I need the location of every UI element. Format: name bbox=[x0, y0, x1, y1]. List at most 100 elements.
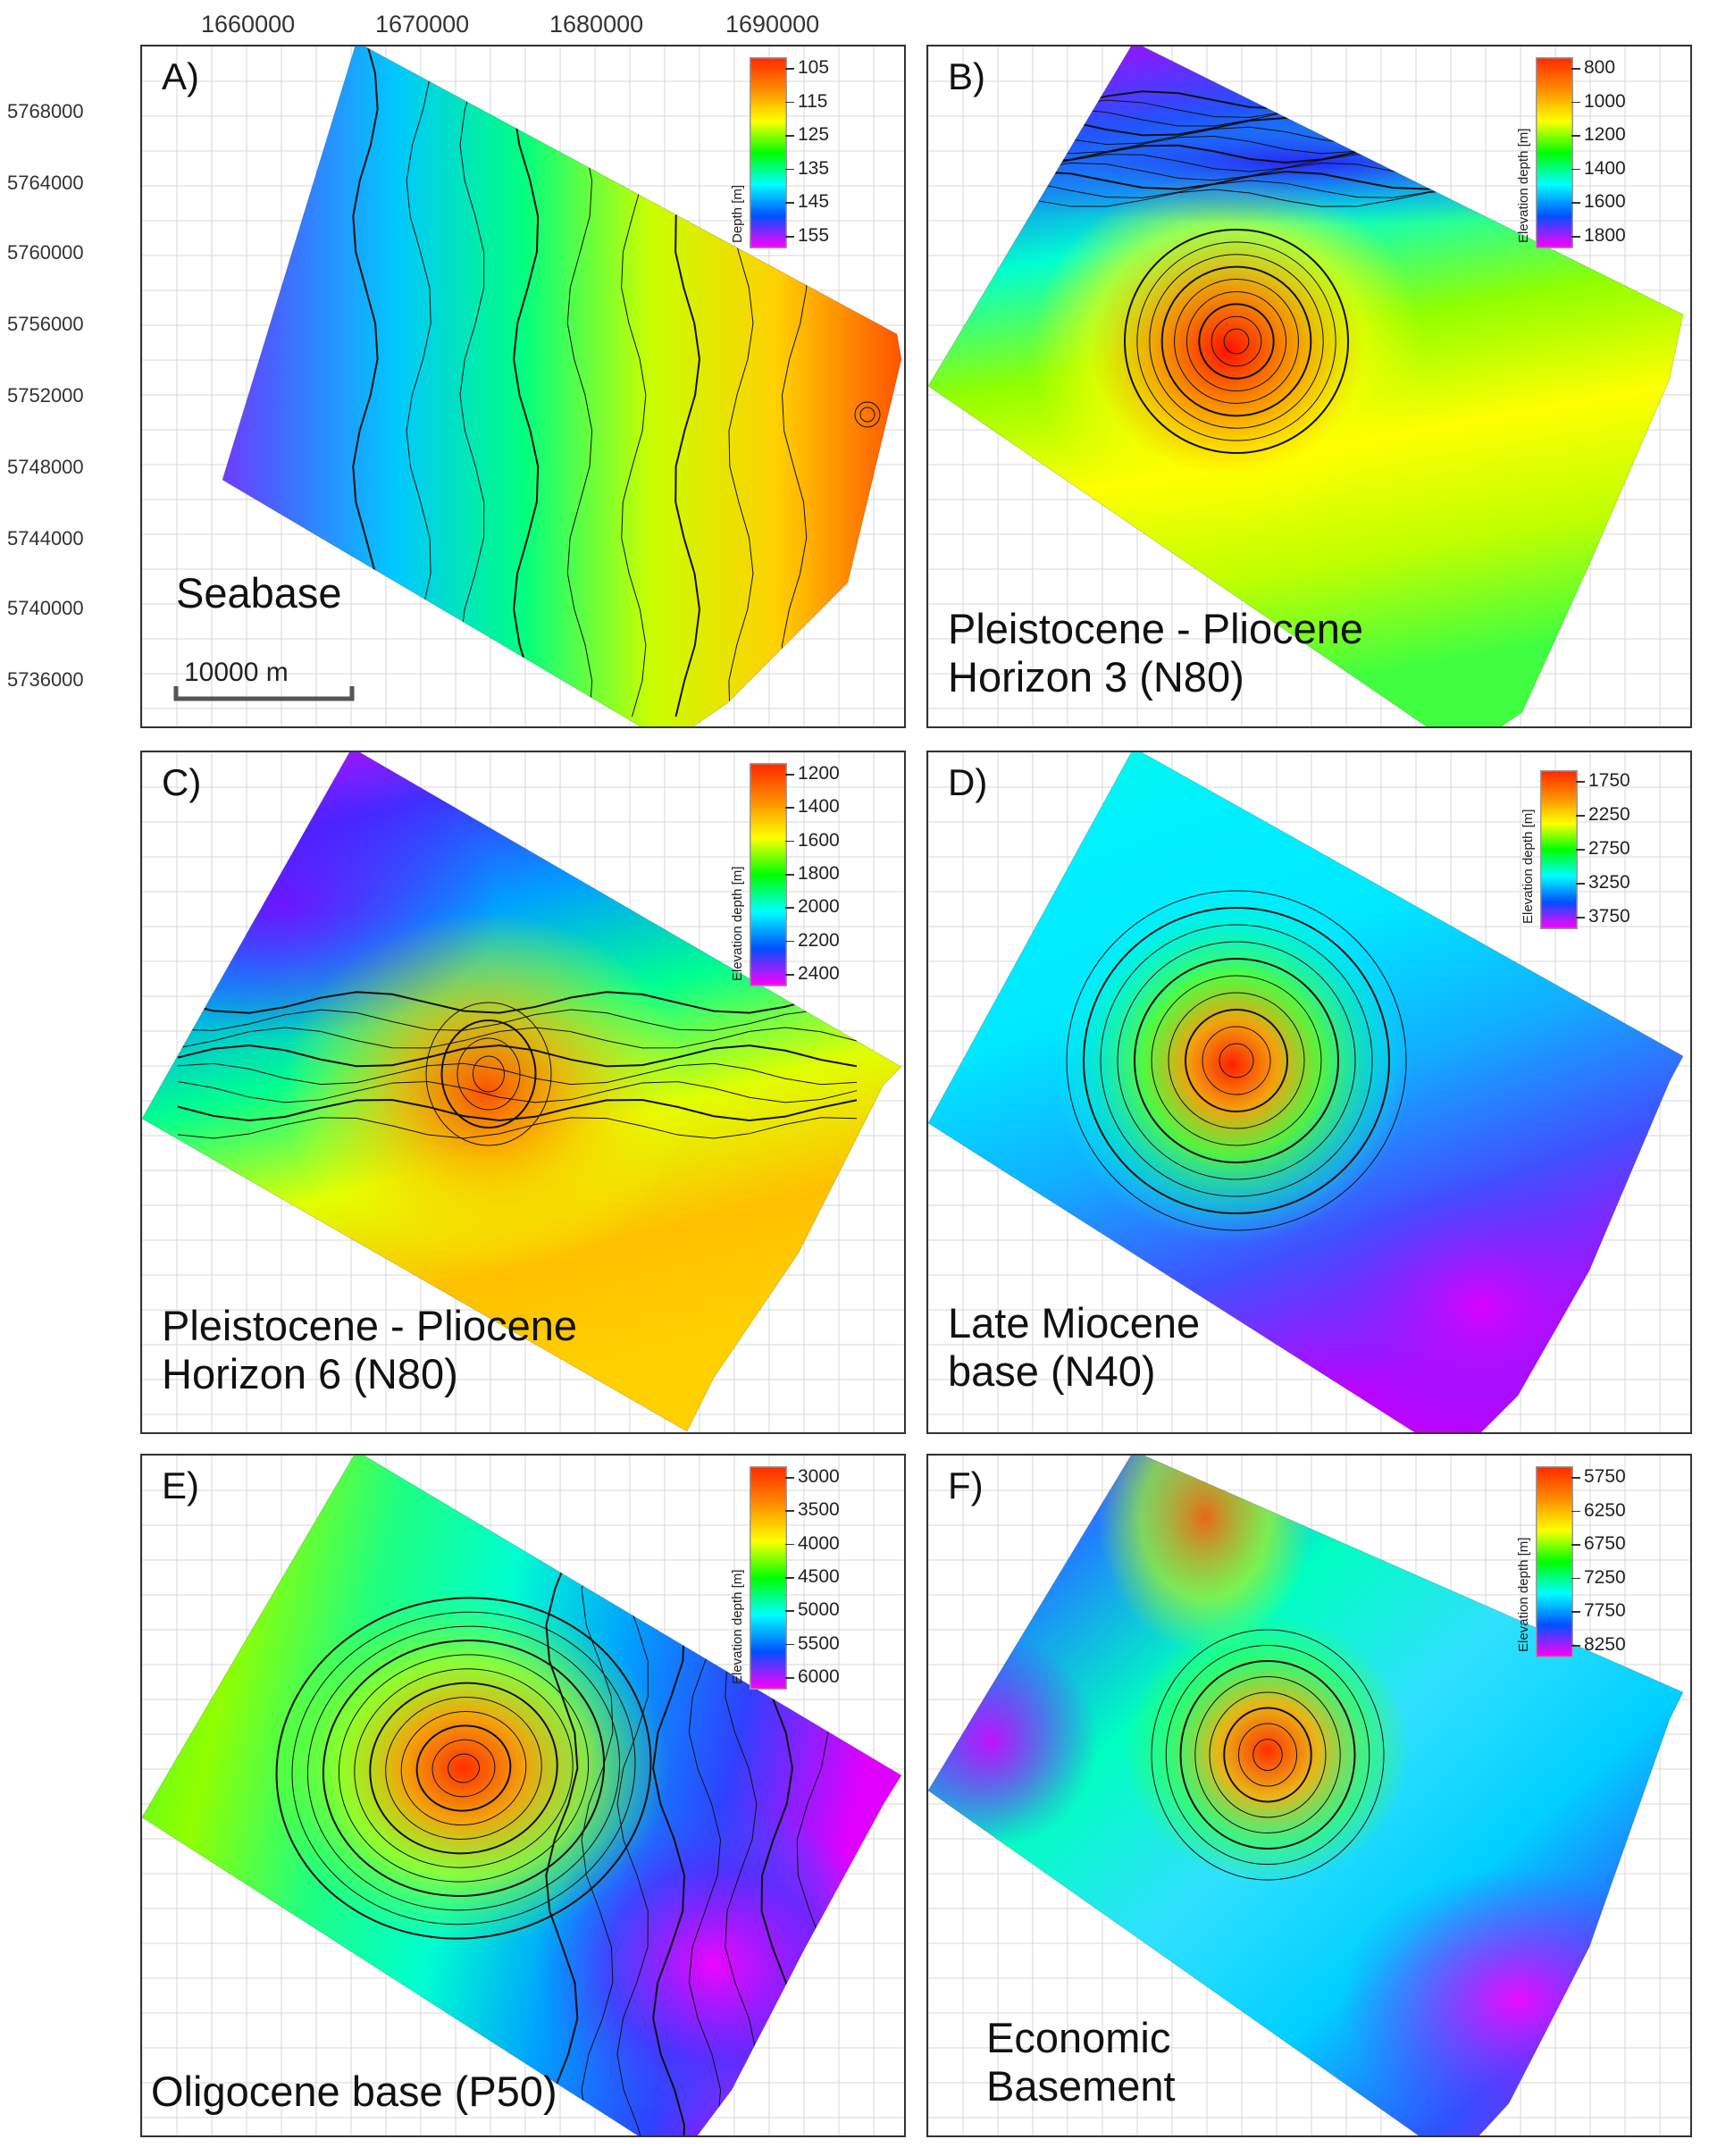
legend-tick-label: 1000 bbox=[1584, 90, 1626, 112]
depth-map bbox=[928, 752, 1690, 1432]
legend-tick-label: 1800 bbox=[1584, 225, 1626, 246]
panel-title: Pleistocene - Pliocene Horizon 6 (N80) bbox=[162, 1302, 577, 1398]
legend-title: Elevation depth [m] bbox=[730, 1569, 745, 1684]
legend-tick-label: 2000 bbox=[798, 896, 840, 918]
panel-label: B) bbox=[948, 55, 985, 97]
legend-tick bbox=[1571, 202, 1580, 204]
panel-title-line: Seabase bbox=[176, 569, 342, 617]
legend-tick-label: 105 bbox=[798, 57, 830, 78]
legend-color-bar bbox=[750, 763, 787, 986]
map-panel-e: E) Oligocene base (P50) 3000 3500 4000 4500… bbox=[140, 1454, 906, 2137]
scale-bar-label: 10000 m bbox=[184, 658, 289, 687]
panel-label: C) bbox=[162, 761, 202, 803]
legend-tick bbox=[1571, 1577, 1580, 1580]
panel-title: Oligocene base (P50) bbox=[151, 2068, 557, 2116]
legend-tick bbox=[785, 1677, 794, 1679]
depth-surface bbox=[142, 1456, 901, 2135]
legend-tick-label: 135 bbox=[798, 157, 830, 179]
legend-tick bbox=[785, 840, 794, 843]
legend-tick-label: 2750 bbox=[1588, 838, 1630, 859]
legend-color-bar bbox=[1536, 57, 1573, 248]
legend-tick bbox=[1576, 815, 1585, 817]
legend-tick bbox=[785, 807, 794, 809]
panel-title: Late Miocene base (N40) bbox=[948, 1299, 1200, 1396]
y-tick-label: 5736000 bbox=[7, 668, 84, 691]
x-tick-label: 1680000 bbox=[549, 11, 644, 38]
legend-tick bbox=[1571, 1645, 1580, 1647]
legend-tick-label: 1400 bbox=[1584, 157, 1626, 179]
legend-tick-label: 125 bbox=[798, 124, 830, 146]
legend-title: Elevation depth [m] bbox=[1516, 128, 1531, 243]
legend-tick bbox=[1571, 236, 1580, 238]
legend-tick bbox=[785, 1643, 794, 1646]
legend-tick-label: 5750 bbox=[1584, 1466, 1626, 1487]
y-tick-label: 5764000 bbox=[7, 172, 84, 194]
legend-tick-label: 6750 bbox=[1584, 1533, 1626, 1555]
legend-tick-label: 115 bbox=[798, 90, 828, 112]
legend-tick bbox=[785, 907, 794, 909]
map-panel-b: B) Pleistocene - Pliocene Horizon 3 (N80… bbox=[926, 45, 1692, 728]
y-tick-label: 5760000 bbox=[7, 241, 84, 264]
legend-tick-label: 3750 bbox=[1588, 906, 1630, 927]
legend-tick-label: 1800 bbox=[798, 863, 840, 884]
panel-label: A) bbox=[162, 55, 199, 97]
legend-tick-label: 145 bbox=[798, 191, 830, 213]
legend-tick bbox=[785, 1543, 794, 1546]
legend-tick bbox=[1576, 849, 1585, 851]
legend-title: Elevation depth [m] bbox=[1521, 809, 1536, 924]
x-tick-label: 1690000 bbox=[725, 11, 820, 38]
legend-tick-label: 4000 bbox=[798, 1532, 840, 1554]
depth-map bbox=[142, 1456, 904, 2135]
legend-tick-label: 8250 bbox=[1584, 1634, 1626, 1655]
panel-title-line: Basement bbox=[986, 2062, 1176, 2110]
map-panel-f: F) Economic Basement 5750 6250 6750 7250 775… bbox=[926, 1454, 1692, 2137]
legend-tick bbox=[785, 974, 794, 976]
legend-tick bbox=[785, 1610, 794, 1612]
legend-tick bbox=[785, 68, 794, 70]
legend-tick-label: 6250 bbox=[1584, 1499, 1626, 1521]
legend-tick bbox=[1571, 68, 1580, 70]
x-tick-label: 1670000 bbox=[375, 11, 470, 38]
legend-tick bbox=[785, 168, 794, 171]
legend-tick-label: 1600 bbox=[798, 829, 840, 851]
legend-tick-label: 2250 bbox=[1588, 804, 1630, 825]
panel-label: E) bbox=[162, 1464, 199, 1506]
panel-title-line: Oligocene base (P50) bbox=[151, 2068, 557, 2115]
panel-title: Pleistocene - Pliocene Horizon 3 (N80) bbox=[948, 605, 1363, 701]
panel-title-line: Pleistocene - Pliocene bbox=[162, 1302, 578, 1349]
map-panel-a: A) Seabase 10000 m 105 115 125 135 145 155 Dep… bbox=[140, 45, 906, 728]
legend-tick bbox=[785, 774, 794, 776]
legend-tick bbox=[1576, 883, 1585, 885]
legend-title: Depth [m] bbox=[730, 184, 745, 243]
y-tick-label: 5744000 bbox=[7, 527, 84, 549]
panel-title-line: Horizon 3 (N80) bbox=[948, 653, 1244, 701]
legend-tick bbox=[1571, 1477, 1580, 1479]
legend-tick bbox=[1576, 781, 1585, 783]
depth-map bbox=[142, 752, 904, 1432]
legend-tick-label: 800 bbox=[1584, 57, 1616, 78]
legend-tick-label: 3250 bbox=[1588, 872, 1630, 893]
legend-tick-label: 1200 bbox=[798, 763, 840, 784]
panel-title-line: Horizon 6 (N80) bbox=[162, 1350, 458, 1398]
legend-title: Elevation depth [m] bbox=[1516, 1537, 1531, 1652]
depth-surface bbox=[222, 46, 901, 726]
legend-tick-label: 2400 bbox=[798, 963, 840, 984]
legend-color-bar bbox=[750, 1466, 787, 1690]
legend-tick bbox=[785, 1477, 794, 1479]
legend-tick bbox=[1571, 1510, 1580, 1513]
legend-tick bbox=[785, 1577, 794, 1579]
legend-tick-label: 1400 bbox=[798, 796, 840, 818]
panel-title: Economic Basement bbox=[986, 2014, 1176, 2110]
legend-tick-label: 1600 bbox=[1584, 191, 1626, 213]
legend-tick-label: 3000 bbox=[798, 1466, 840, 1487]
legend-tick bbox=[785, 202, 794, 204]
map-panel-d: D) Late Miocene base (N40) 1750 2250 2750 3… bbox=[926, 751, 1692, 1434]
legend-tick-label: 7750 bbox=[1584, 1600, 1626, 1622]
legend-tick bbox=[785, 1510, 794, 1512]
panel-title-line: base (N40) bbox=[948, 1347, 1156, 1396]
legend-color-bar bbox=[1540, 770, 1578, 929]
legend-tick-label: 5500 bbox=[798, 1632, 840, 1654]
depth-map bbox=[142, 46, 904, 726]
legend-color-bar bbox=[1536, 1466, 1573, 1657]
legend-tick bbox=[1571, 168, 1580, 171]
